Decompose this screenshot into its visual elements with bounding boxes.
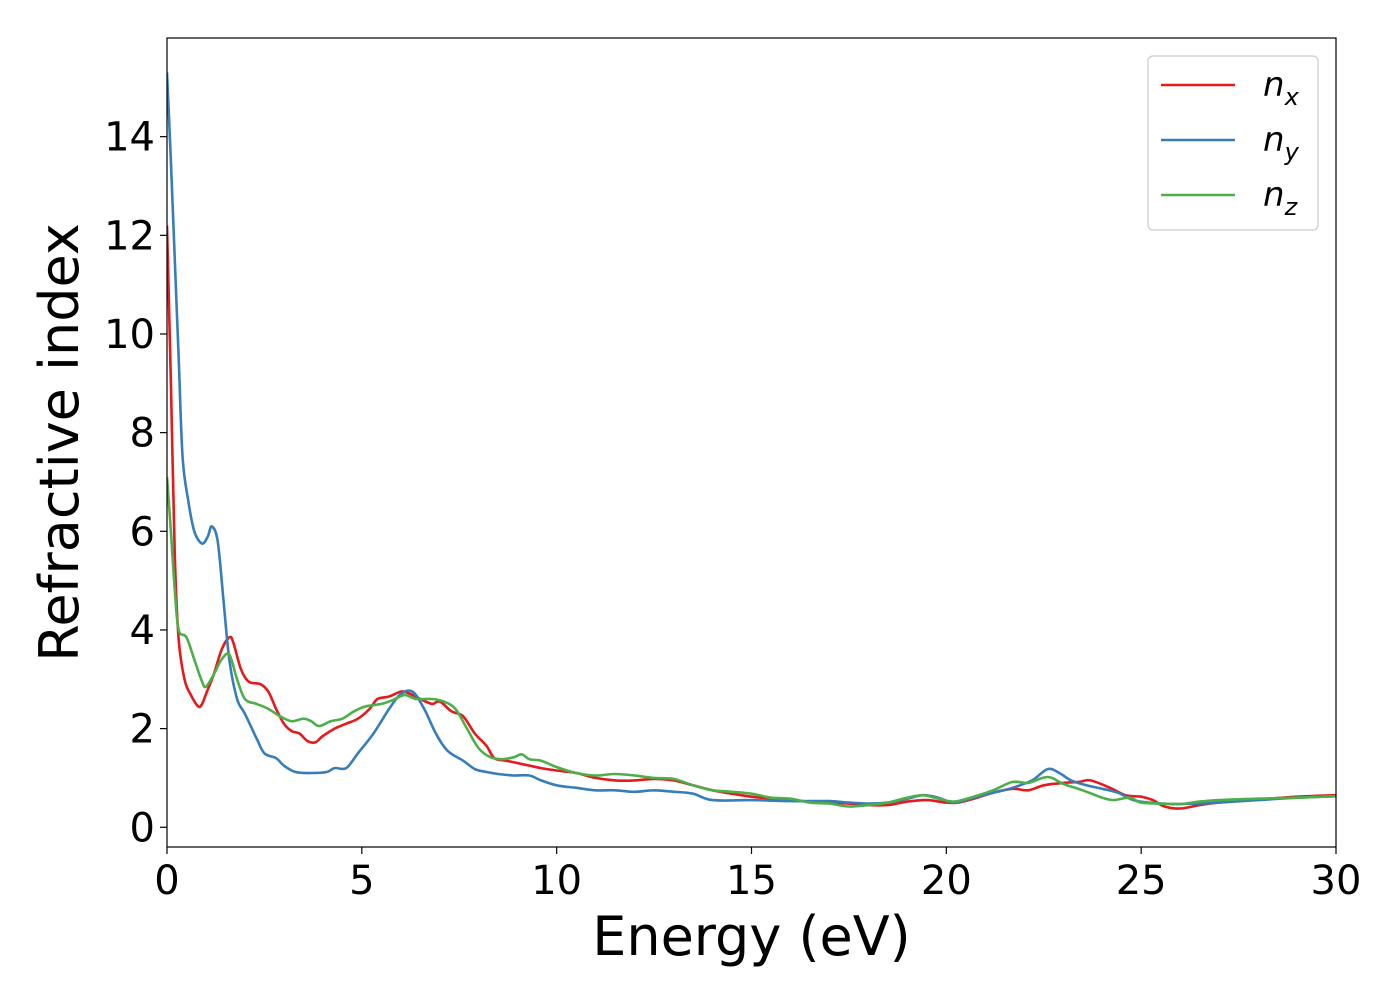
y-tick-label: 10	[104, 312, 155, 358]
y-tick-label: 4	[130, 608, 155, 654]
x-tick-label: 15	[726, 858, 777, 904]
y-axis-label: Refractive index	[28, 223, 91, 662]
y-tick-label: 2	[130, 707, 155, 753]
x-tick-label: 25	[1116, 858, 1167, 904]
x-tick-label: 10	[531, 858, 582, 904]
y-tick-label: 12	[104, 213, 155, 259]
axes: 0 5 10 15 20 25 30 0 2 4 6 8 10 12 14	[104, 37, 1362, 904]
y-tick-label: 0	[130, 805, 155, 851]
x-tick-label: 30	[1311, 858, 1362, 904]
series-line-nz	[167, 476, 1336, 808]
x-axis-label: Energy (eV)	[592, 905, 911, 968]
x-tick-label: 5	[349, 858, 374, 904]
y-tick-label: 8	[130, 411, 155, 457]
legend-entry-nx: nx	[1263, 65, 1300, 111]
y-tick-label: 6	[130, 509, 155, 555]
plot-area	[167, 72, 1336, 810]
legend-box	[1147, 55, 1319, 231]
x-tick-label: 0	[154, 858, 179, 904]
series-line-nx	[167, 225, 1336, 810]
y-tick-label: 14	[104, 115, 155, 161]
legend-entry-ny: ny	[1263, 120, 1300, 166]
legend: nx ny nz	[1147, 55, 1319, 231]
x-tick-label: 20	[921, 858, 972, 904]
legend-entry-nz: nz	[1263, 175, 1299, 221]
